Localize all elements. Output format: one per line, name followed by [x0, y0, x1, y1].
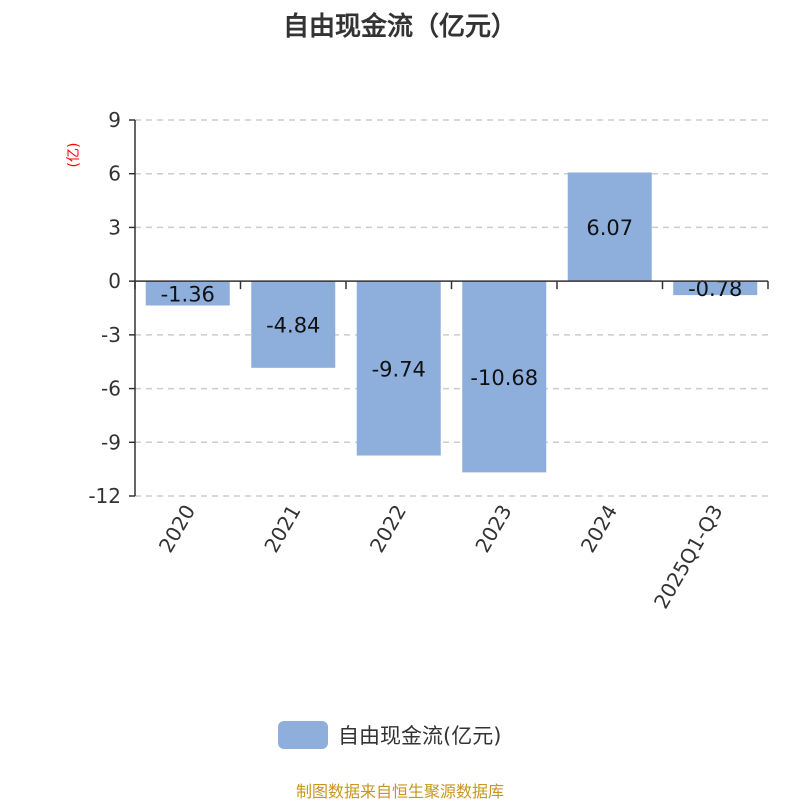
legend-label: 自由现金流(亿元)	[338, 724, 502, 748]
legend[interactable]: 自由现金流(亿元)	[278, 720, 501, 750]
y-tick-label: -3	[101, 323, 121, 347]
bar	[356, 281, 441, 456]
y-tick-label: 3	[108, 215, 121, 239]
x-tick-label: 2021	[259, 501, 305, 557]
x-tick-label: 2024	[576, 501, 622, 557]
bar	[673, 281, 758, 296]
source-note: 制图数据来自恒生聚源数据库	[295, 782, 504, 801]
data-label: -1.36	[161, 282, 215, 306]
bar	[145, 281, 230, 306]
data-label: -10.68	[470, 366, 538, 390]
x-tick-label: 2025Q1-Q3	[649, 501, 728, 613]
y-tick-label: 6	[108, 162, 121, 186]
bar	[251, 281, 336, 368]
x-tick-label: 2022	[365, 501, 411, 557]
y-tick-label: -9	[101, 430, 121, 454]
y-tick-label: -6	[101, 377, 121, 401]
bar	[567, 172, 652, 282]
chart-title: 自由现金流（亿元）	[282, 12, 517, 42]
x-tick-label: 2023	[470, 501, 516, 557]
y-tick-label: 9	[108, 108, 121, 132]
x-tick-label: 2020	[154, 501, 200, 557]
y-axis-label: (亿)	[66, 143, 82, 168]
y-tick-label: 0	[108, 269, 121, 293]
data-label: -9.74	[372, 357, 426, 381]
data-label: 6.07	[586, 216, 633, 240]
bar	[462, 281, 547, 473]
data-label: -4.84	[266, 313, 320, 337]
y-tick-label: -12	[88, 484, 121, 508]
legend-swatch	[278, 721, 328, 749]
